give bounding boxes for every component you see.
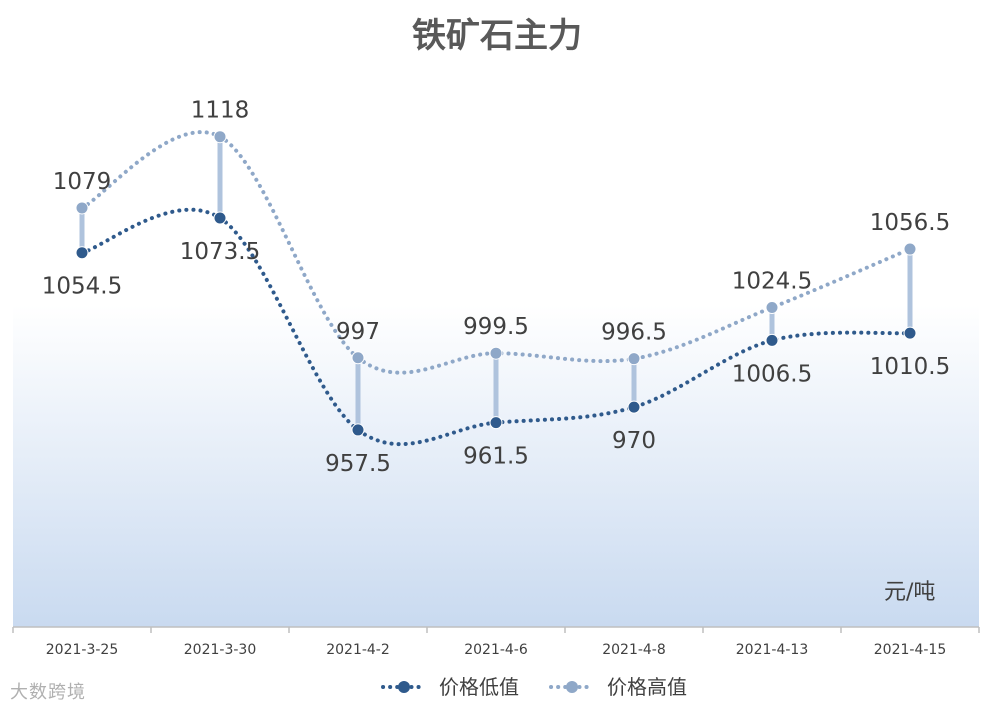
data-label-low: 957.5 xyxy=(325,451,391,477)
x-tick-label: 2021-3-25 xyxy=(46,642,118,658)
x-tick-label: 2021-4-8 xyxy=(602,642,666,658)
data-point-high xyxy=(489,346,503,360)
data-label-high: 997 xyxy=(336,319,380,345)
data-point-high xyxy=(75,201,89,215)
data-point-low xyxy=(351,423,365,437)
data-label-low: 970 xyxy=(612,428,656,454)
data-point-high xyxy=(627,352,641,366)
x-tick-label: 2021-4-2 xyxy=(326,642,390,658)
data-label-high: 1118 xyxy=(191,98,250,124)
watermark: 大数跨境 xyxy=(10,682,86,703)
data-label-high: 999.5 xyxy=(463,314,529,340)
data-point-low xyxy=(765,333,779,347)
data-point-high xyxy=(765,301,779,315)
legend-label-low: 价格低值 xyxy=(439,675,519,699)
data-point-low xyxy=(903,326,917,340)
data-point-low xyxy=(213,211,227,225)
data-point-low xyxy=(489,416,503,430)
x-tick-label: 2021-4-13 xyxy=(736,642,808,658)
legend-swatch-marker xyxy=(566,681,578,693)
data-label-low: 1054.5 xyxy=(42,274,122,300)
data-label-low: 961.5 xyxy=(463,444,529,470)
data-point-low xyxy=(75,246,89,260)
x-tick-label: 2021-4-6 xyxy=(464,642,528,658)
data-point-high xyxy=(351,351,365,365)
data-label-high: 1079 xyxy=(53,169,112,195)
data-label-high: 1024.5 xyxy=(732,269,812,295)
x-tick-label: 2021-3-30 xyxy=(184,642,256,658)
data-label-low: 1010.5 xyxy=(870,354,950,380)
data-label-low: 1006.5 xyxy=(732,361,812,387)
legend-swatch-marker xyxy=(398,681,410,693)
x-tick-label: 2021-4-15 xyxy=(874,642,946,658)
legend-label-high: 价格高值 xyxy=(607,675,687,699)
chart-title: 铁矿石主力 xyxy=(412,16,582,56)
data-point-high xyxy=(903,242,917,256)
data-label-low: 1073.5 xyxy=(180,239,260,265)
data-label-high: 1056.5 xyxy=(870,210,950,236)
unit-label: 元/吨 xyxy=(884,580,936,605)
data-label-high: 996.5 xyxy=(601,320,667,346)
data-point-high xyxy=(213,130,227,144)
data-point-low xyxy=(627,400,641,414)
